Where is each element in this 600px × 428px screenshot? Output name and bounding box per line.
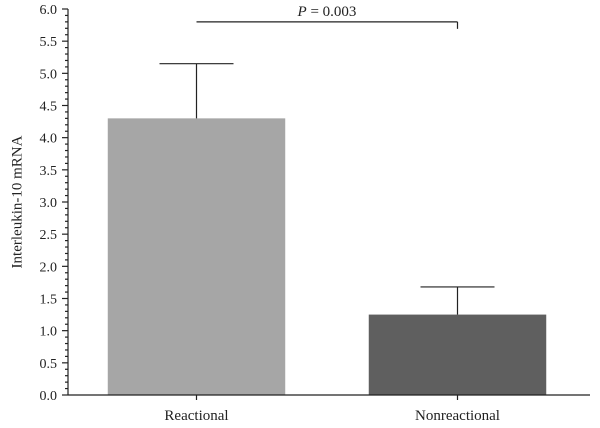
bar-nonreactional	[368, 314, 547, 395]
y-tick-label: 5.0	[40, 67, 58, 82]
bar-reactional	[107, 118, 286, 395]
y-tick-label: 6.0	[40, 3, 58, 18]
y-tick-label: 2.0	[40, 260, 58, 275]
y-axis: 0.0 0.5 1.0 1.5 2.0 2.5 3.0 3.5 4.0 4.5 5.0 5.5 6.0	[40, 3, 69, 404]
y-tick-label: 4.5	[40, 100, 58, 115]
x-category-label: Nonreactional	[415, 408, 500, 424]
x-category-label: Reactional	[164, 408, 228, 424]
error-bars-group	[159, 63, 495, 315]
x-axis: Reactional Nonreactional	[68, 394, 590, 424]
y-axis-title: Interleukin-10 mRNA	[9, 135, 25, 268]
significance-annotation: P = 0.003	[196, 4, 459, 29]
y-tick-label: 5.5	[40, 35, 58, 50]
y-tick-label: 3.0	[40, 196, 58, 211]
y-tick-label: 2.5	[40, 228, 58, 243]
y-tick-label: 4.0	[40, 132, 58, 147]
y-tick-label: 0.5	[40, 357, 58, 372]
y-tick-label: 3.5	[40, 164, 58, 179]
p-value-label: P = 0.003	[297, 4, 357, 20]
y-tick-label: 0.0	[40, 389, 58, 404]
bars-group	[107, 118, 547, 395]
y-tick-label: 1.5	[40, 293, 58, 308]
y-tick-label: 1.0	[40, 325, 58, 340]
